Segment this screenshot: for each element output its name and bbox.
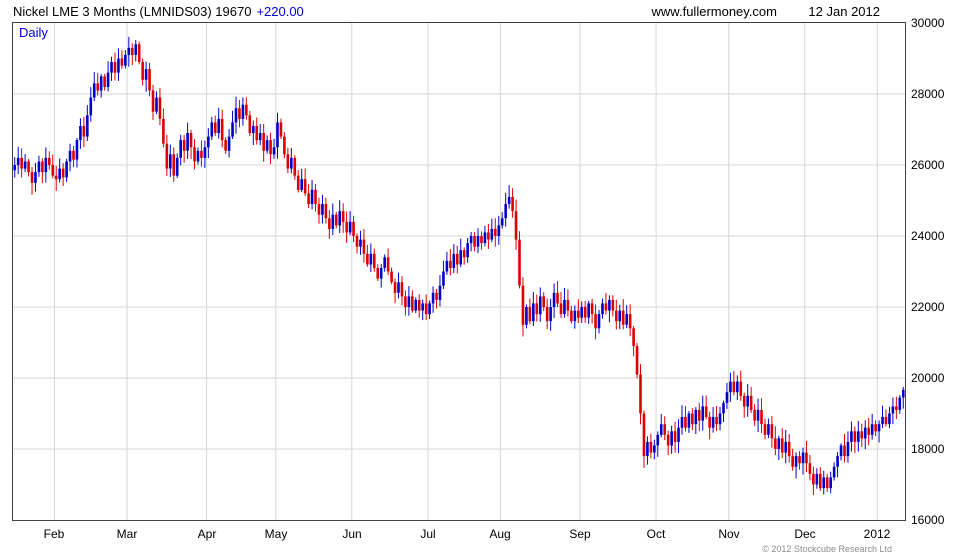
y-tick-label: 22000 — [911, 300, 945, 314]
instrument-title-text: Nickel LME 3 Months (LMNIDS03) 19670 — [13, 4, 252, 19]
x-tick-label: 2012 — [863, 527, 891, 541]
x-tick-label: Apr — [197, 527, 217, 541]
report-date: 12 Jan 2012 — [808, 4, 880, 19]
y-tick-label: 30000 — [911, 16, 945, 30]
price-change: +220.00 — [256, 4, 304, 19]
x-tick-label: Nov — [718, 527, 740, 541]
y-tick-label: 24000 — [911, 229, 945, 243]
y-tick-label: 16000 — [911, 513, 945, 527]
x-tick-label: Mar — [116, 527, 138, 541]
x-tick-label: Jul — [420, 527, 436, 541]
x-tick-label: Jun — [342, 527, 362, 541]
y-tick-label: 28000 — [911, 87, 945, 101]
y-tick-label: 18000 — [911, 442, 945, 456]
candlestick-canvas — [13, 23, 905, 520]
price-chart: Daily — [12, 22, 906, 521]
x-tick-label: Dec — [794, 527, 816, 541]
instrument-title: Nickel LME 3 Months (LMNIDS03) 19670 +220… — [13, 4, 304, 19]
timeframe-label: Daily — [16, 25, 51, 40]
x-tick-label: Feb — [43, 527, 65, 541]
x-tick-label: Sep — [569, 527, 591, 541]
x-tick-label: Oct — [646, 527, 666, 541]
x-tick-label: May — [264, 527, 288, 541]
copyright: © 2012 Stockcube Research Ltd — [762, 544, 892, 554]
y-tick-label: 20000 — [911, 371, 945, 385]
x-tick-label: Aug — [489, 527, 511, 541]
y-tick-label: 26000 — [911, 158, 945, 172]
source-url: www.fullermoney.com — [651, 4, 777, 19]
